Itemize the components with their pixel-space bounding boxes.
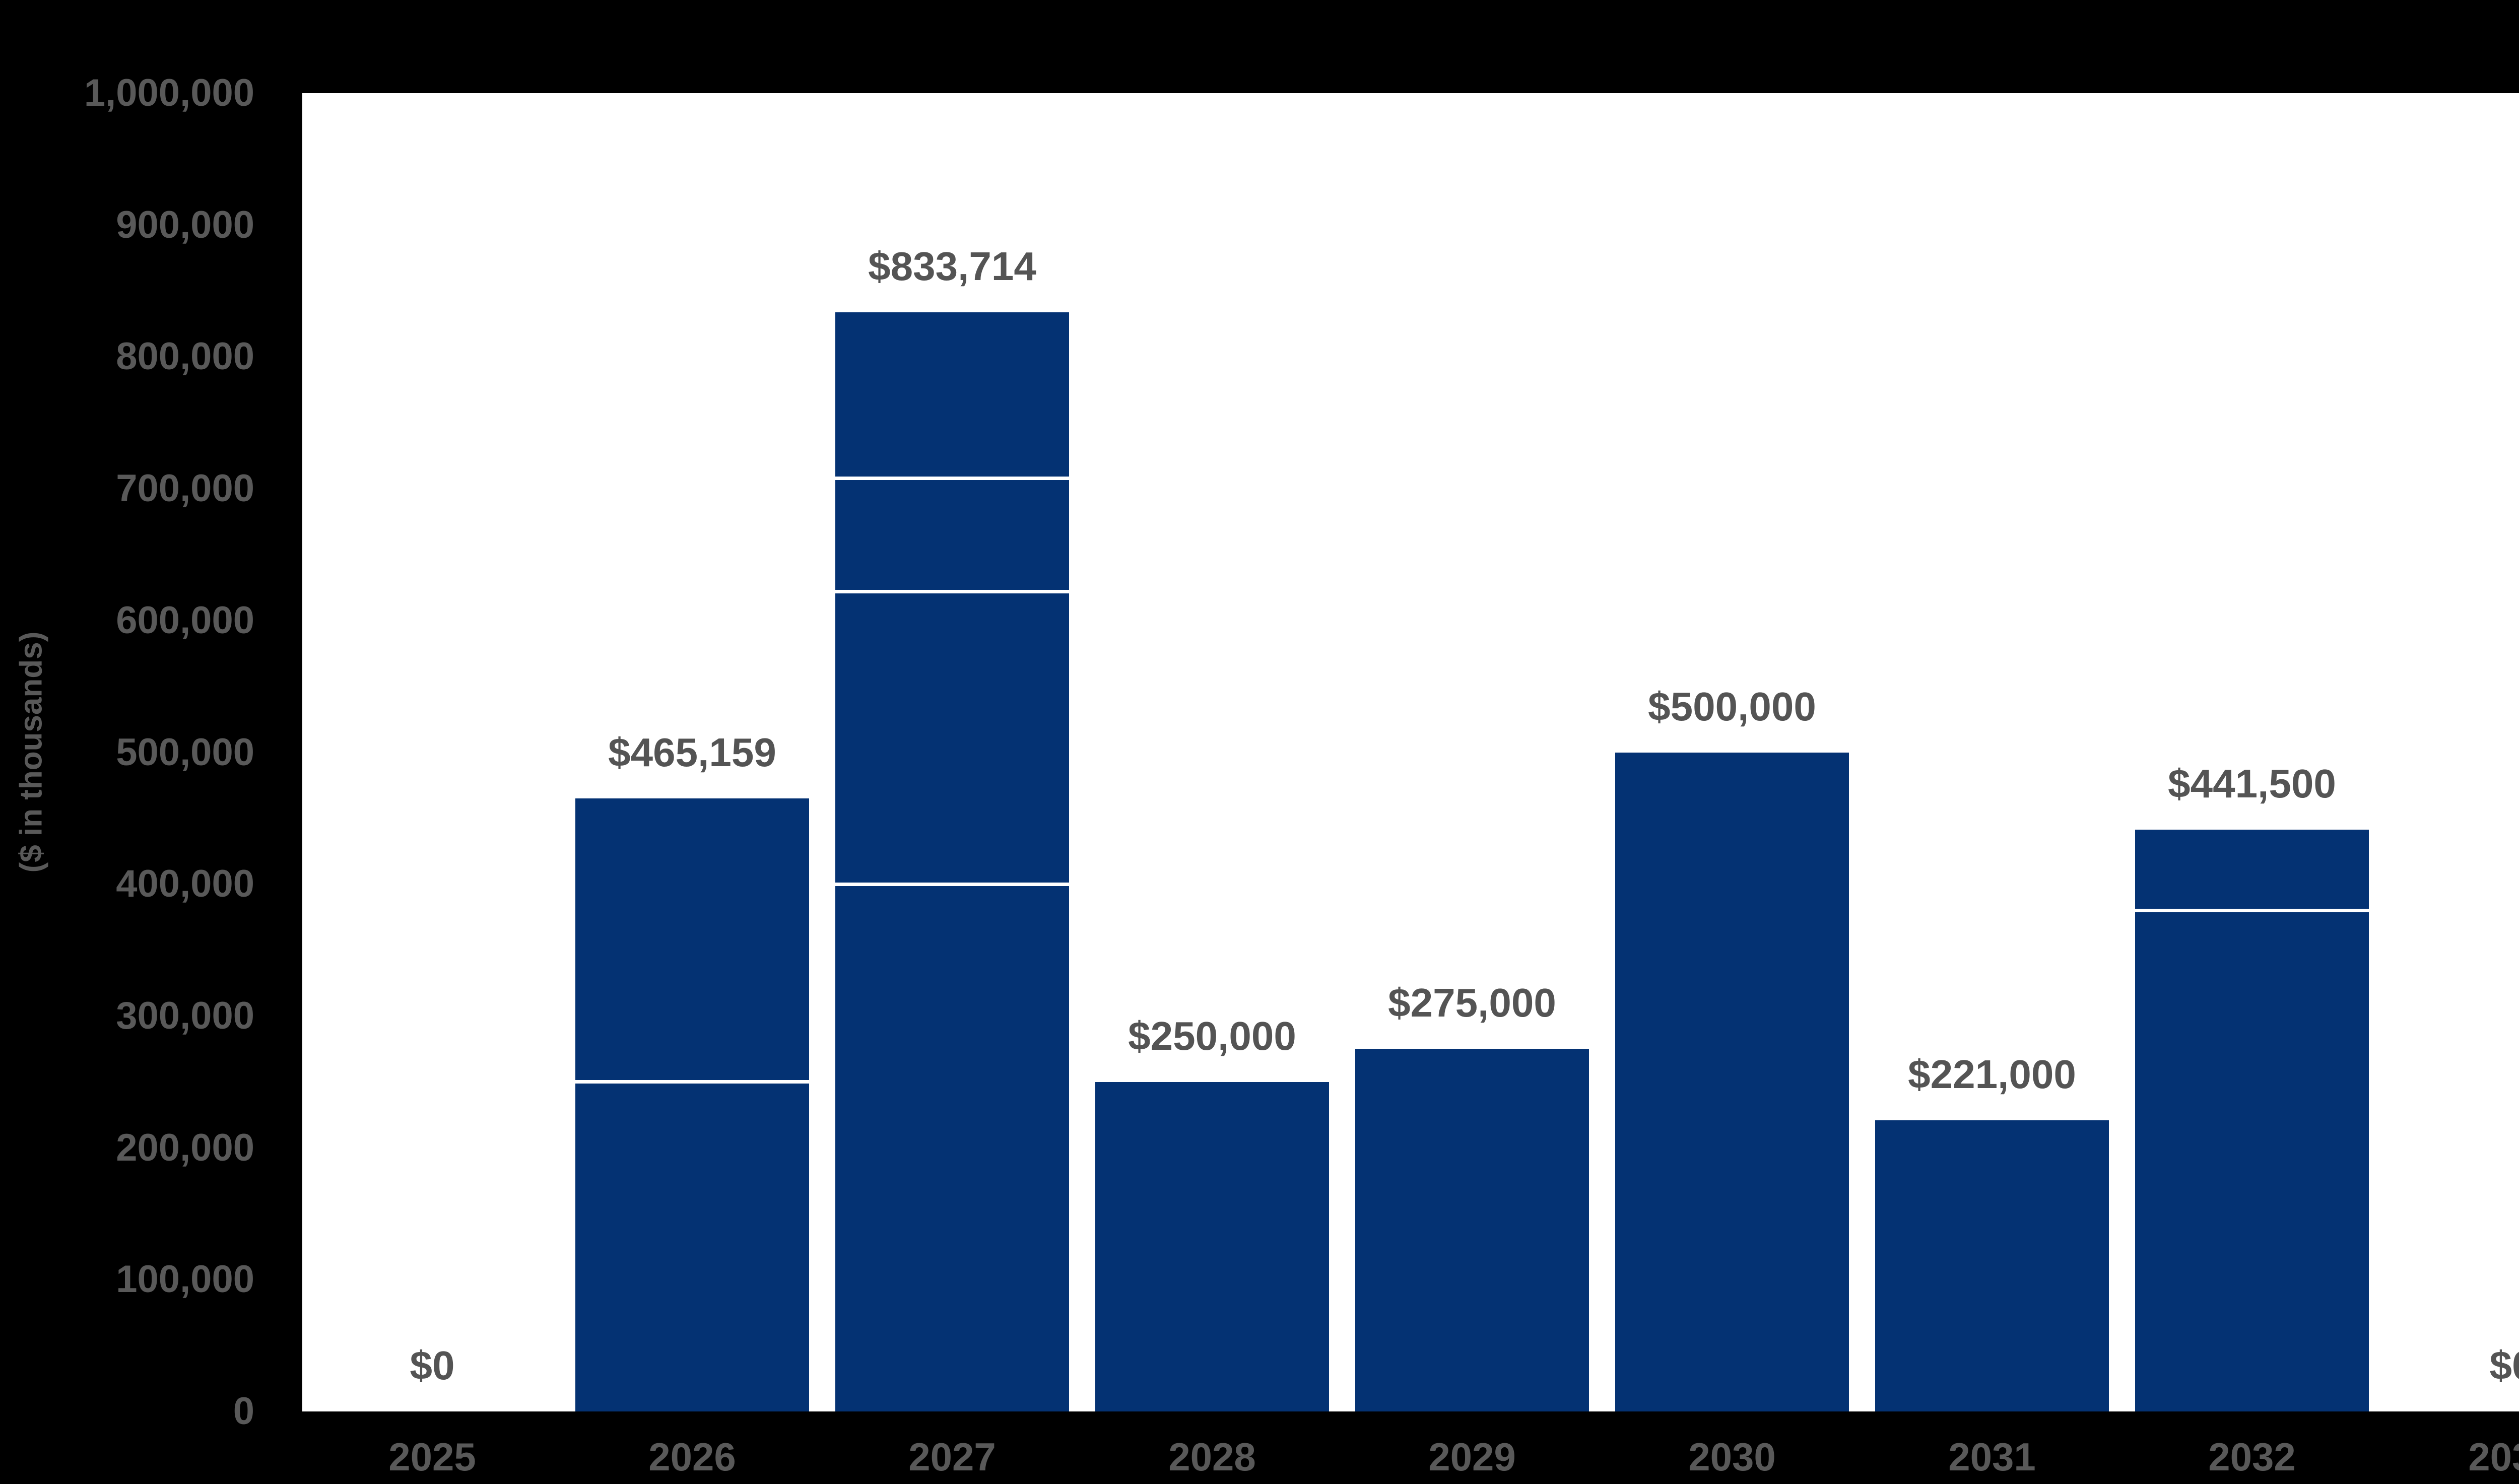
y-tick-label: 1,000,000: [84, 72, 254, 114]
bar-segment-divider: [835, 882, 1069, 886]
bar-2029: [1355, 1049, 1589, 1411]
x-tick-label-2030: 2030: [1688, 1435, 1776, 1479]
bar-segment-divider: [835, 589, 1069, 593]
bar-2026: [575, 798, 809, 1411]
x-tick-label-2025: 2025: [388, 1435, 476, 1479]
bar-2027: [835, 312, 1069, 1411]
y-tick-label: 700,000: [116, 467, 254, 510]
x-tick-label-2026: 2026: [648, 1435, 736, 1479]
bar-value-label-2033: $0: [2489, 1343, 2519, 1388]
x-tick-label-2027: 2027: [908, 1435, 996, 1479]
bar-segment-divider: [575, 1080, 809, 1084]
bar-value-label-2031: $221,000: [1908, 1051, 2076, 1097]
x-tick-label-2033: 2033: [2468, 1435, 2519, 1479]
y-tick-label: 0: [233, 1390, 254, 1433]
x-tick-label-2031: 2031: [1948, 1435, 2036, 1479]
bar-value-label-2026: $465,159: [608, 729, 776, 775]
y-tick-label: 900,000: [116, 203, 254, 246]
bar-value-label-2027: $833,714: [868, 244, 1036, 289]
bar-value-label-2029: $275,000: [1388, 980, 1556, 1026]
bar-2032: [2135, 829, 2369, 1411]
bar-value-label-2030: $500,000: [1648, 684, 1816, 729]
y-tick-label: 200,000: [116, 1126, 254, 1169]
y-tick-label: 300,000: [116, 994, 254, 1037]
plot-area: $0 $465,159 $833,714 $250,000 $275,000 $500,0…: [302, 93, 2519, 1411]
x-tick-label-2028: 2028: [1168, 1435, 1256, 1479]
x-tick-label-2032: 2032: [2208, 1435, 2296, 1479]
bar-segment-divider: [835, 476, 1069, 480]
y-tick-label: 400,000: [116, 862, 254, 906]
bar-2031: [1875, 1120, 2109, 1411]
y-tick-label: 800,000: [116, 335, 254, 378]
bar-value-label-2032: $441,500: [2168, 761, 2336, 806]
bar-2030: [1615, 752, 1849, 1411]
y-tick-label: 500,000: [116, 730, 254, 774]
y-tick-label: 600,000: [116, 598, 254, 642]
bar-value-label-2028: $250,000: [1128, 1013, 1296, 1058]
bar-value-label-2025: $0: [410, 1343, 455, 1388]
bar-2028: [1095, 1082, 1329, 1411]
x-tick-label-2029: 2029: [1428, 1435, 1516, 1479]
bar-segment-divider: [2135, 909, 2369, 913]
y-tick-label: 100,000: [116, 1258, 254, 1301]
